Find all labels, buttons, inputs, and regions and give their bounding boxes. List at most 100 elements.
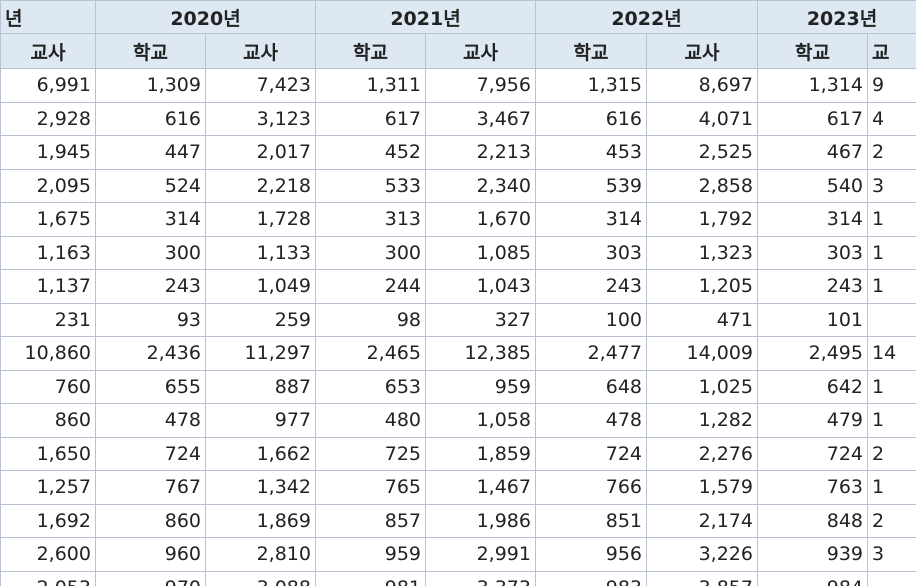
cell: 243 [95, 269, 206, 304]
cell: 8,697 [646, 68, 758, 103]
cell: 2,810 [205, 537, 316, 572]
cell: 2,928 [0, 101, 96, 136]
cell: 1,650 [0, 436, 96, 471]
cell: 259 [205, 302, 316, 337]
cell: 1,025 [646, 369, 758, 404]
cell: 540 [757, 168, 868, 203]
cell: 724 [95, 436, 206, 471]
cell: 1,323 [646, 235, 758, 270]
cell: 1,728 [205, 202, 316, 237]
cell: 763 [757, 470, 868, 505]
cell: 313 [315, 202, 426, 237]
cell: 10,860 [0, 336, 96, 371]
cell: 6,991 [0, 68, 96, 103]
year-header: 2023년 [757, 0, 916, 34]
cell: 1,859 [425, 436, 536, 471]
cell: 467 [757, 135, 868, 170]
cell: 1,675 [0, 202, 96, 237]
cell: 984 [757, 570, 868, 586]
cell: 2,465 [315, 336, 426, 371]
cell: 655 [95, 369, 206, 404]
cell: 970 [95, 570, 206, 586]
cell: 98 [315, 302, 426, 337]
column-header: 학교 [757, 33, 868, 69]
cell: 956 [535, 537, 647, 572]
cell: 983 [535, 570, 647, 586]
cell: 4 [867, 101, 916, 136]
cell: 1,137 [0, 269, 96, 304]
data-row: 1,650 724 1,662 725 1,859 724 2,276 724 2 [0, 436, 916, 471]
cell: 724 [757, 436, 868, 471]
cell: 14,009 [646, 336, 758, 371]
year-header: 2020년 [95, 0, 316, 34]
cell: 1,342 [205, 470, 316, 505]
cell: 2,495 [757, 336, 868, 371]
cell: 539 [535, 168, 647, 203]
cell: 480 [315, 403, 426, 438]
cell: 981 [315, 570, 426, 586]
cell: 478 [535, 403, 647, 438]
data-row: 2,928 616 3,123 617 3,467 616 4,071 617 4 [0, 101, 916, 136]
cell: 478 [95, 403, 206, 438]
data-row: 860 478 977 480 1,058 478 1,282 479 1 [0, 403, 916, 438]
data-row: 760 655 887 653 959 648 1,025 642 1 [0, 369, 916, 404]
cell: 977 [205, 403, 316, 438]
cell: 1,085 [425, 235, 536, 270]
cell: 2,600 [0, 537, 96, 572]
data-row: 1,257 767 1,342 765 1,467 766 1,579 763 1 [0, 470, 916, 505]
cell: 243 [757, 269, 868, 304]
data-row: 2,095 524 2,218 533 2,340 539 2,858 540 3 [0, 168, 916, 203]
column-header: 학교 [315, 33, 426, 69]
cell: 243 [535, 269, 647, 304]
cell: 1,311 [315, 68, 426, 103]
cell: 617 [757, 101, 868, 136]
column-header: 교사 [646, 33, 758, 69]
cell: 453 [535, 135, 647, 170]
cell: 93 [95, 302, 206, 337]
cell: 2,095 [0, 168, 96, 203]
cell: 860 [0, 403, 96, 438]
cell: 960 [95, 537, 206, 572]
cell: 12,385 [425, 336, 536, 371]
cell: 447 [95, 135, 206, 170]
data-row: 1,692 860 1,869 857 1,986 851 2,174 848 2 [0, 503, 916, 538]
cell: 303 [535, 235, 647, 270]
cell: 1 [867, 369, 916, 404]
cell: 3,467 [425, 101, 536, 136]
cell: 1,043 [425, 269, 536, 304]
cell: 3,857 [646, 570, 758, 586]
cell: 1,467 [425, 470, 536, 505]
cell: 2 [867, 135, 916, 170]
cell: 100 [535, 302, 647, 337]
data-row: 2,0539703,0889813,3739833,857984 [0, 570, 916, 586]
cell: 1,692 [0, 503, 96, 538]
cell: 303 [757, 235, 868, 270]
cell: 471 [646, 302, 758, 337]
cell: 851 [535, 503, 647, 538]
cell: 1,945 [0, 135, 96, 170]
cell: 314 [535, 202, 647, 237]
cell: 766 [535, 470, 647, 505]
column-header: 학교 [95, 33, 206, 69]
year-header: 년 [0, 0, 96, 34]
cell: 3,088 [205, 570, 316, 586]
data-row: 10,860 2,436 11,297 2,465 12,385 2,477 14,009 2… [0, 336, 916, 371]
cell: 1,792 [646, 202, 758, 237]
cell: 1,309 [95, 68, 206, 103]
cell: 2,276 [646, 436, 758, 471]
data-row: 1,137 243 1,049 244 1,043 243 1,205 243 1 [0, 269, 916, 304]
column-header: 학교 [535, 33, 647, 69]
cell: 2,436 [95, 336, 206, 371]
cell: 1 [867, 202, 916, 237]
cell: 2 [867, 436, 916, 471]
cell: 11,297 [205, 336, 316, 371]
column-header: 교 [867, 33, 916, 69]
data-row: 1,945 447 2,017 452 2,213 453 2,525 467 2 [0, 135, 916, 170]
cell: 101 [757, 302, 868, 337]
cell: 1 [867, 403, 916, 438]
cell: 1,315 [535, 68, 647, 103]
cell: 300 [315, 235, 426, 270]
cell: 1,670 [425, 202, 536, 237]
cell: 648 [535, 369, 647, 404]
